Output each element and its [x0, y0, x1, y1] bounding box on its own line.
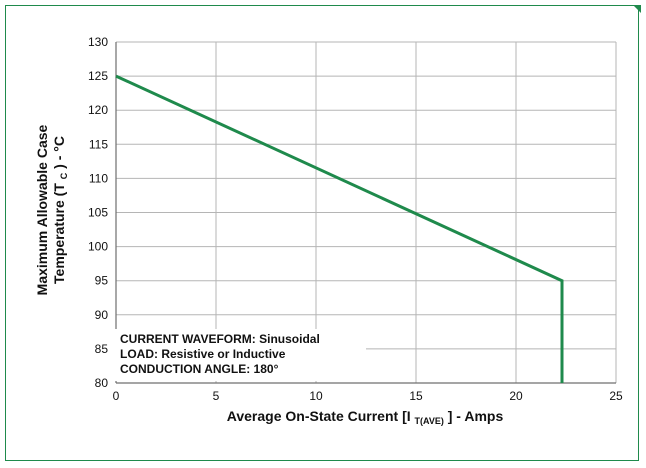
- y-tick-label-110: 110: [89, 171, 108, 185]
- y-axis-title-line2-prefix: Temperature (T: [51, 183, 67, 284]
- x-tick-label-0: 0: [113, 389, 120, 403]
- x-tick-label-10: 10: [309, 389, 323, 403]
- y-tick-label-85: 85: [95, 342, 109, 356]
- x-tick-label-15: 15: [409, 389, 423, 403]
- x-axis-title-subscript: T(AVE): [415, 416, 444, 426]
- y-tick-label-105: 105: [88, 206, 108, 220]
- y-tick-label-115: 115: [89, 137, 108, 151]
- y-tick-label-80: 80: [95, 376, 109, 390]
- annotation-load: LOAD: Resistive or Inductive: [120, 347, 286, 361]
- x-axis-title-main: Average On-State Current [I: [227, 408, 411, 424]
- x-tick-label-5: 5: [213, 389, 220, 403]
- annotation-conduction-angle: CONDUCTION ANGLE: 180°: [120, 362, 279, 376]
- chart-frame: [5, 5, 639, 461]
- y-axis-title-line2-subscript: C: [59, 172, 69, 179]
- y-axis-title-line2-suffix: ) - °C: [51, 136, 67, 169]
- y-tick-label-120: 120: [88, 103, 108, 117]
- y-tick-label-100: 100: [88, 240, 108, 254]
- annotation-waveform: CURRENT WAVEFORM: Sinusoidal: [120, 332, 320, 346]
- x-tick-label-20: 20: [509, 389, 523, 403]
- y-tick-label-130: 130: [88, 35, 108, 49]
- y-axis-title: Maximum Allowable Case Temperature (T C …: [34, 124, 70, 295]
- tick-labels: 80 85 90 95 100 105 110 115 120 125 130 0 5 10 15 20 25: [88, 35, 623, 403]
- axes-layer: [115, 42, 616, 384]
- y-tick-label-125: 125: [88, 69, 108, 83]
- annotation-background: [111, 329, 366, 381]
- y-tick-label-95: 95: [95, 274, 109, 288]
- y-tick-label-90: 90: [95, 308, 109, 322]
- x-axis-title: Average On-State Current [I T(AVE) ] - A…: [227, 408, 504, 427]
- y-axis-title-line2: Temperature (T C ) - °C: [51, 136, 70, 284]
- x-axis-title-suffix: ] - Amps: [448, 408, 504, 424]
- series-line-0: [115, 74, 564, 383]
- corner-mark: [633, 5, 641, 13]
- x-tick-label-25: 25: [609, 389, 623, 403]
- series-layer: [115, 74, 564, 383]
- y-axis-title-line1: Maximum Allowable Case: [34, 124, 50, 295]
